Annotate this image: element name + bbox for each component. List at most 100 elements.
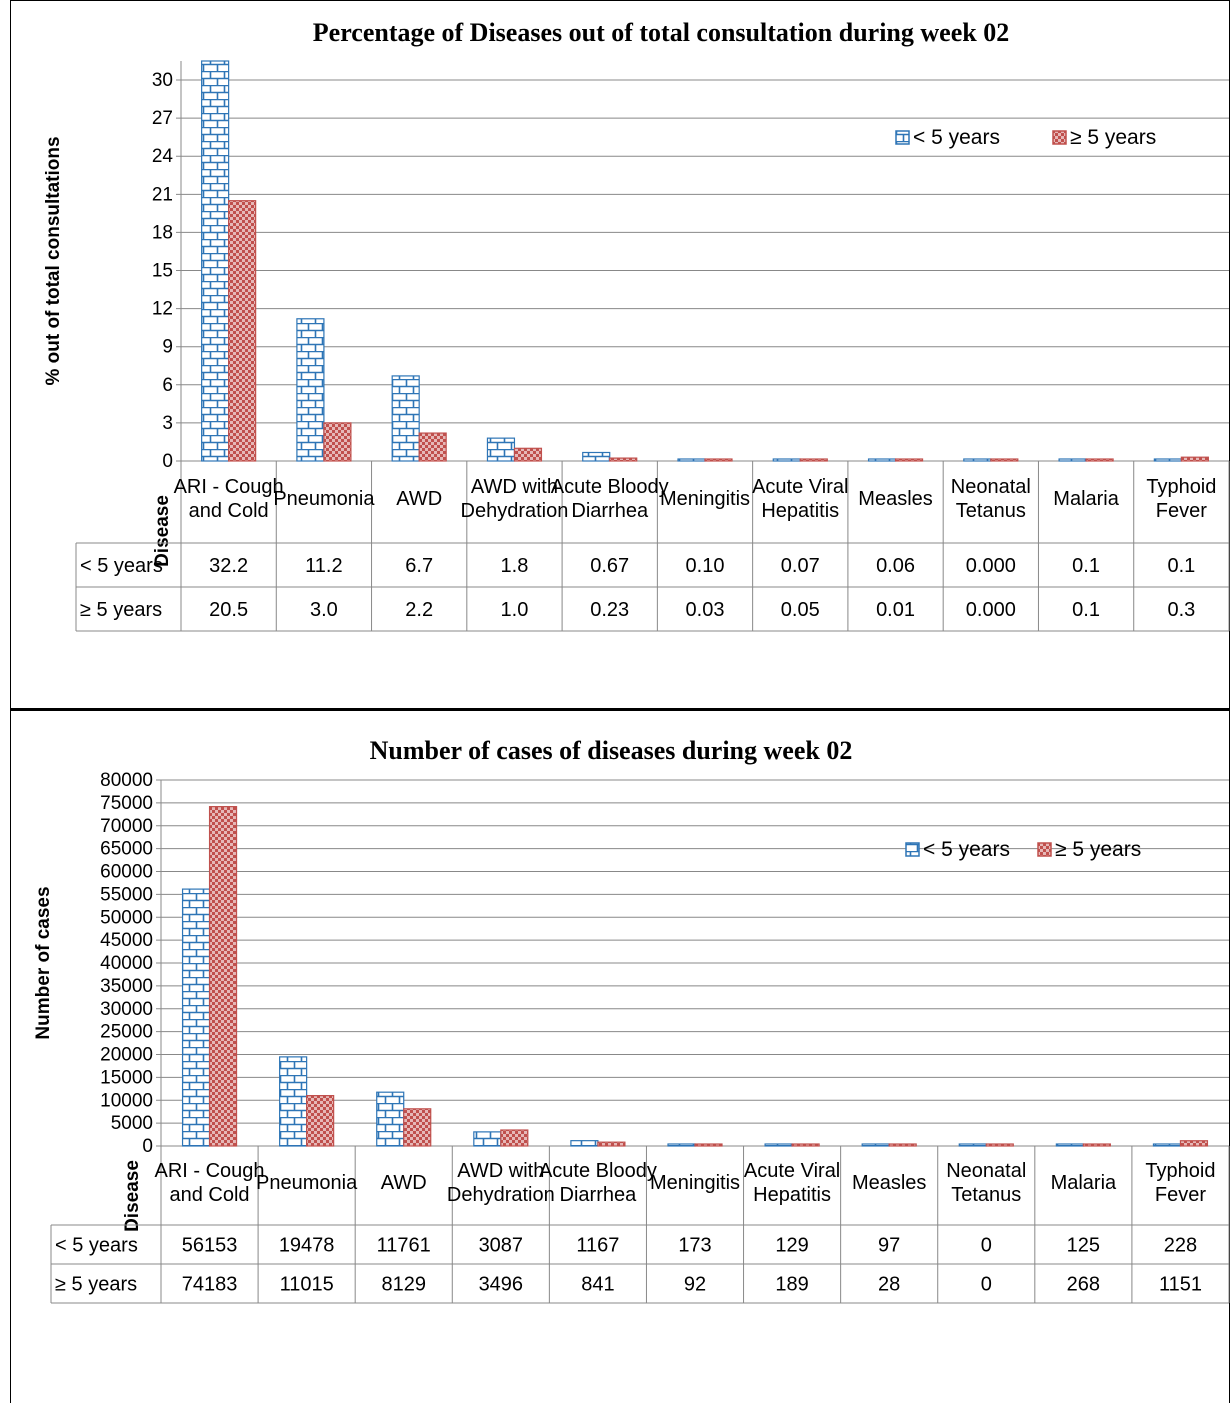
bar xyxy=(597,1141,626,1147)
bar xyxy=(513,447,543,462)
bar xyxy=(867,458,897,462)
x-category-label: Typhoid xyxy=(1146,476,1216,498)
x-category-label: Pneumonia xyxy=(273,488,375,510)
table-cell: 3496 xyxy=(479,1274,524,1296)
y-tick-label: 80000 xyxy=(100,770,153,791)
bar xyxy=(963,458,992,462)
y-tick-label: 10000 xyxy=(100,1090,153,1111)
table-series-label: < 5 years xyxy=(80,555,163,577)
bar xyxy=(418,432,447,462)
bar xyxy=(1180,456,1209,462)
x-category-label: Tetanus xyxy=(956,500,1026,522)
y-tick-label: 15000 xyxy=(100,1067,153,1088)
bar xyxy=(500,1129,529,1147)
bar xyxy=(791,1143,820,1147)
table-cell: 1151 xyxy=(1159,1274,1202,1296)
bar xyxy=(985,1143,1014,1147)
table-cell: 1.8 xyxy=(501,555,529,577)
y-tick-label: 65000 xyxy=(100,839,153,860)
y-tick-label: 20000 xyxy=(100,1045,153,1066)
table-cell: 841 xyxy=(581,1274,614,1296)
x-category-label: Diarrhea xyxy=(571,500,649,522)
y-tick-label: 45000 xyxy=(100,930,153,951)
chart-percentage-svg: Percentage of Diseases out of total cons… xyxy=(43,18,1230,632)
y-tick-label: 24 xyxy=(152,146,174,167)
y-tick-label: 5000 xyxy=(111,1113,153,1134)
bar xyxy=(704,458,733,462)
y-tick-label: 60000 xyxy=(100,862,153,883)
table-cell: 0.000 xyxy=(966,599,1016,621)
x-category-label: Acute Bloody xyxy=(539,1160,657,1182)
bar xyxy=(990,458,1019,462)
chart-panel-percentage: Percentage of Diseases out of total cons… xyxy=(10,0,1230,711)
table-cell: 28 xyxy=(878,1274,900,1296)
x-category-label: Measles xyxy=(852,1172,926,1194)
x-category-label: Neonatal xyxy=(946,1160,1026,1182)
bar xyxy=(667,1143,696,1147)
bar xyxy=(208,806,238,1147)
bar xyxy=(609,457,638,462)
bar xyxy=(799,458,828,462)
bar xyxy=(1153,458,1182,462)
y-tick-label: 40000 xyxy=(100,953,153,974)
table-cell: 8129 xyxy=(381,1274,426,1296)
bar xyxy=(1082,1143,1111,1147)
y-tick-label: 75000 xyxy=(100,793,153,814)
y-tick-label: 70000 xyxy=(100,816,153,837)
y-axis-label: Number of cases xyxy=(33,886,54,1039)
table-cell: 0.000 xyxy=(966,555,1016,577)
table-cell: 0.01 xyxy=(876,599,915,621)
bar xyxy=(279,1056,308,1147)
bar xyxy=(228,200,257,462)
bar xyxy=(201,60,230,462)
x-category-label: AWD with xyxy=(471,476,558,498)
x-category-label: Acute Viral xyxy=(752,476,848,498)
bar xyxy=(1085,458,1114,462)
bar xyxy=(677,458,706,462)
table-cell: 0.10 xyxy=(686,555,725,577)
bar xyxy=(694,1143,723,1147)
table-cell: 74183 xyxy=(182,1274,238,1296)
table-cell: 56153 xyxy=(182,1235,238,1257)
x-category-label: Measles xyxy=(858,488,932,510)
table-cell: 3087 xyxy=(479,1235,524,1257)
bar xyxy=(764,1143,793,1147)
legend-label: ≥ 5 years xyxy=(1055,838,1141,861)
x-category-label: AWD xyxy=(396,488,442,510)
y-tick-label: 15 xyxy=(152,261,173,282)
table-header-label: Disease xyxy=(152,495,173,567)
bar xyxy=(391,375,420,462)
y-tick-label: 18 xyxy=(152,222,173,243)
y-tick-label: 9 xyxy=(162,337,173,358)
bar xyxy=(570,1140,599,1147)
x-category-label: AWD xyxy=(381,1172,427,1194)
table-cell: 189 xyxy=(775,1274,808,1296)
table-cell: 19478 xyxy=(279,1235,335,1257)
bar xyxy=(486,437,516,462)
x-category-label: Hepatitis xyxy=(753,1184,831,1206)
bar xyxy=(323,422,352,462)
bar xyxy=(376,1091,405,1147)
legend-label: < 5 years xyxy=(913,126,1000,149)
table-cell: 0.05 xyxy=(781,599,820,621)
y-tick-label: 30000 xyxy=(100,999,153,1020)
x-category-label: Meningitis xyxy=(650,1172,740,1194)
x-category-label: Neonatal xyxy=(951,476,1031,498)
table-series-label: < 5 years xyxy=(55,1235,138,1257)
table-cell: 0.67 xyxy=(590,555,629,577)
chart-title: Percentage of Diseases out of total cons… xyxy=(313,18,1009,47)
legend-swatch xyxy=(1052,130,1067,145)
bar xyxy=(861,1143,890,1147)
chart-panel-cases: Number of cases of diseases during week … xyxy=(10,710,1230,1403)
x-category-label: Pneumonia xyxy=(256,1172,358,1194)
bar xyxy=(894,458,924,462)
chart-cases-svg: Number of cases of diseases during week … xyxy=(33,736,1230,1304)
table-cell: 20.5 xyxy=(209,599,248,621)
bar xyxy=(888,1143,917,1147)
x-category-label: and Cold xyxy=(189,500,269,522)
table-cell: 129 xyxy=(775,1235,808,1257)
bar xyxy=(958,1143,987,1147)
x-category-label: Hepatitis xyxy=(761,500,839,522)
table-cell: 0.1 xyxy=(1072,599,1100,621)
table-series-label: ≥ 5 years xyxy=(80,599,162,621)
